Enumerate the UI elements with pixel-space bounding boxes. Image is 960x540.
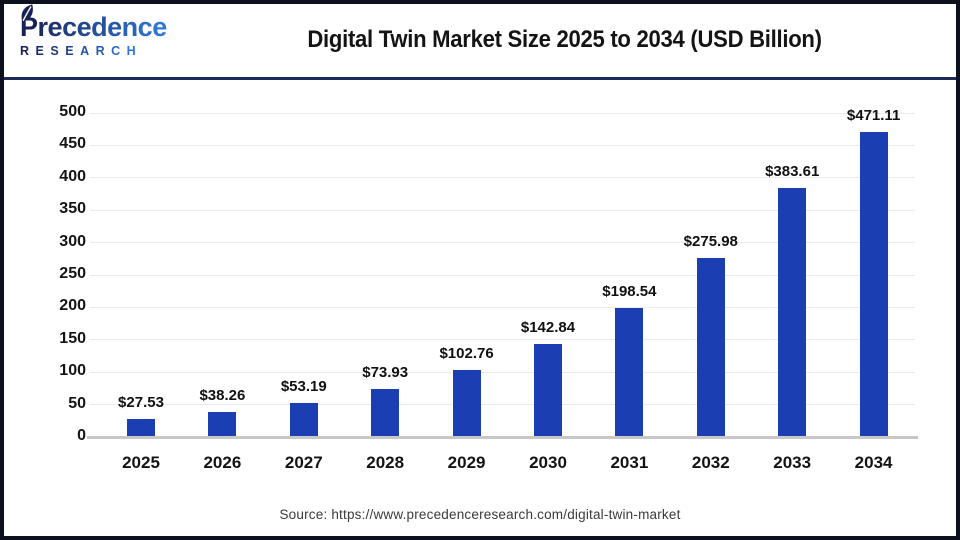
- x-tick-label: 2033: [773, 453, 812, 472]
- brand-letter: d: [91, 12, 108, 42]
- brand-letter: E: [35, 44, 51, 58]
- bar-2025: [127, 419, 155, 437]
- brand-name: Precedence: [20, 12, 167, 42]
- brand-letter: n: [121, 12, 139, 42]
- y-tick-label: 100: [59, 362, 86, 380]
- value-label: $275.98: [683, 233, 738, 251]
- brand-name-row: Precedence: [20, 4, 167, 42]
- gridline: [90, 404, 915, 406]
- brand-letter: e: [47, 12, 63, 42]
- brand-letter: r: [37, 12, 49, 42]
- value-label: $142.84: [520, 319, 576, 337]
- bar-2032: [696, 258, 725, 437]
- brand-letter: A: [80, 44, 96, 58]
- brand-letter: R: [95, 44, 112, 58]
- bar-2027: [289, 402, 318, 437]
- value-label: $73.93: [362, 364, 409, 382]
- x-tick-label: 2031: [610, 453, 649, 472]
- x-tick-label: 2034: [854, 453, 893, 472]
- value-label: $27.53: [118, 394, 164, 412]
- brand-letter: e: [107, 12, 122, 42]
- y-tick-label: 150: [59, 329, 86, 347]
- bar-2026: [208, 412, 237, 437]
- y-tick-label: 500: [59, 103, 86, 120]
- x-tick-label: 2032: [691, 453, 730, 472]
- x-axis-line: [87, 436, 918, 439]
- bar-2029: [452, 370, 481, 437]
- source-note: Source: https://www.precedenceresearch.c…: [279, 507, 681, 522]
- brand-letter: S: [50, 44, 66, 58]
- x-tick-label: 2029: [447, 453, 486, 472]
- chart-title: Digital Twin Market Size 2025 to 2034 (U…: [179, 26, 950, 54]
- value-label: $198.54: [602, 283, 657, 301]
- y-tick-label: 250: [59, 265, 86, 282]
- value-label: $38.26: [199, 387, 246, 405]
- gridline: [90, 144, 915, 146]
- y-tick-label: 50: [68, 394, 86, 412]
- brand-letter: c: [137, 12, 153, 42]
- gridline: [90, 177, 915, 179]
- bar-2034: [859, 131, 888, 437]
- brand-letter: e: [76, 12, 92, 42]
- y-tick-label: 350: [59, 200, 86, 218]
- gridline: [90, 306, 915, 308]
- x-tick-label: 2027: [284, 453, 323, 472]
- y-tick-label: 400: [59, 167, 86, 185]
- y-tick-label: 300: [59, 232, 86, 250]
- brand-letter: E: [65, 44, 81, 58]
- gridline: [90, 339, 915, 341]
- y-tick-label: 200: [59, 297, 86, 315]
- header: Precedence RESEARCH Digital Twin Market …: [4, 4, 956, 80]
- gridline: [90, 371, 915, 373]
- value-label: $53.19: [280, 377, 327, 395]
- gridline: [90, 274, 915, 276]
- x-tick-label: 2030: [529, 453, 567, 472]
- chart-title-text: Digital Twin Market Size 2025 to 2034 (U…: [307, 26, 822, 53]
- value-label: $383.61: [765, 163, 820, 181]
- x-tick-label: 2026: [203, 453, 242, 472]
- brand-letter: R: [20, 44, 36, 58]
- brand-letter: e: [152, 12, 167, 42]
- gridline: [90, 209, 915, 211]
- brand-logo: Precedence RESEARCH: [20, 4, 167, 58]
- y-tick-label: 450: [59, 135, 86, 153]
- brand-letter: C: [111, 44, 127, 58]
- bar-2028: [371, 389, 400, 437]
- bar-2030: [534, 344, 562, 437]
- gridline: [90, 242, 915, 244]
- value-label: $102.76: [439, 345, 494, 363]
- leaf-icon: [21, 4, 33, 22]
- brand-letter: c: [62, 12, 77, 42]
- x-tick-label: 2025: [122, 453, 160, 472]
- gridline: [90, 112, 915, 114]
- brand-letter: H: [126, 44, 143, 58]
- brand-subtitle: RESEARCH: [20, 45, 167, 58]
- y-tick-label: 0: [77, 427, 86, 444]
- bar-2033: [778, 188, 807, 437]
- value-label: $471.11: [846, 106, 901, 124]
- bar-2031: [615, 308, 644, 437]
- x-tick-label: 2028: [366, 453, 405, 472]
